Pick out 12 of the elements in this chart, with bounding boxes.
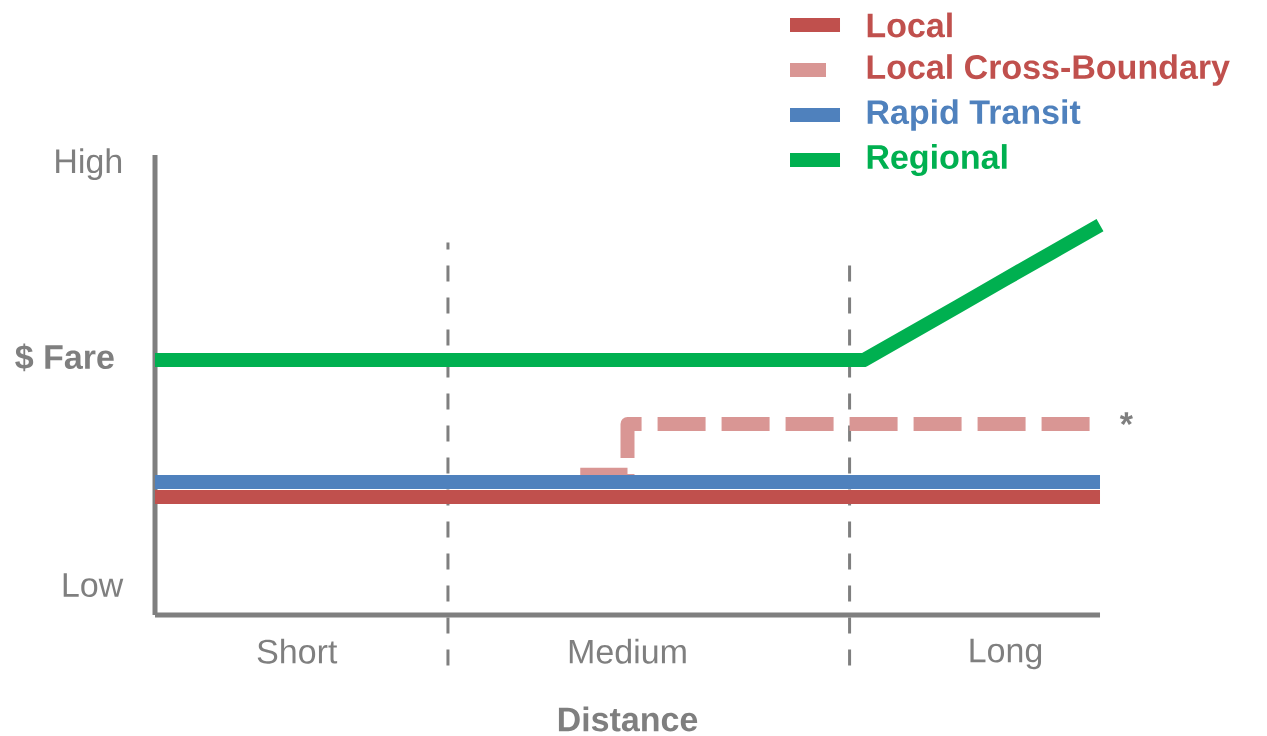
text: * [1119, 412, 1133, 425]
legend-label: Rapid Transit [867, 99, 1081, 131]
text: Low [63, 573, 124, 597]
legend-label: Local [867, 12, 952, 38]
legend-label: Local Cross-Boundary [867, 54, 1230, 86]
x-tick-label: Medium [569, 638, 686, 664]
legend-label: Regional [867, 144, 1007, 176]
x-tick-label: Short [257, 638, 338, 664]
x-tick-label: Long [970, 638, 1042, 670]
x-axis-title: Distance [558, 706, 698, 732]
y-axis-title: $ Fare [15, 343, 114, 372]
text: High [56, 148, 122, 181]
